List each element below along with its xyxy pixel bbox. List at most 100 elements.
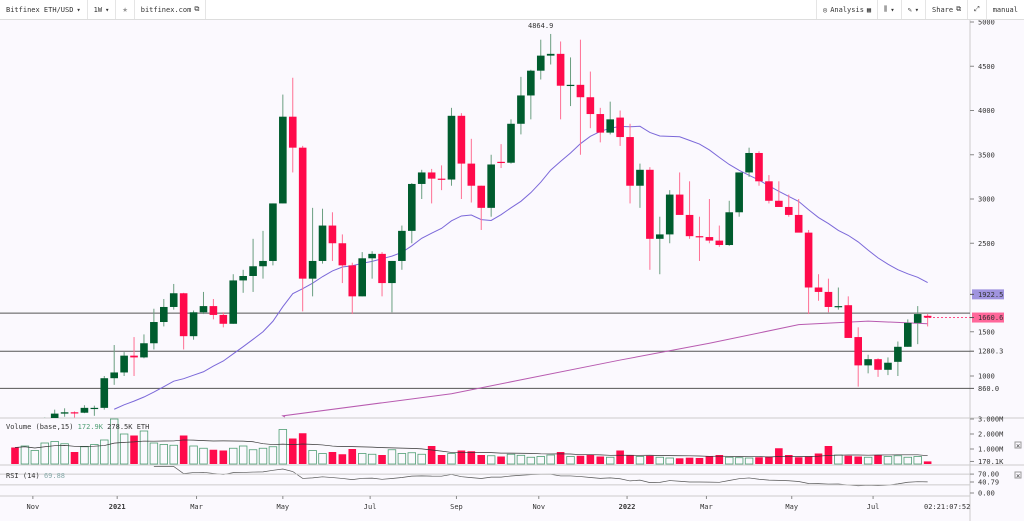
external-link-icon: ⧉ — [194, 5, 200, 13]
candle-down — [685, 214, 694, 237]
volume-bar-up — [883, 456, 893, 465]
volume-bar-down — [556, 452, 565, 464]
volume-bar-up — [278, 429, 288, 465]
volume-bar-up — [725, 456, 734, 465]
volume-bar-down — [675, 458, 684, 464]
volume-tick-label: 1.000M — [978, 446, 1003, 454]
volume-bar-up — [397, 453, 407, 465]
fullscreen-button[interactable]: ⤢ — [967, 0, 986, 19]
interval-selector[interactable]: 1W ▾ — [88, 0, 117, 19]
candle-up — [398, 230, 406, 261]
analysis-button[interactable]: ◎ Analysis ▦ — [815, 0, 877, 19]
price-axis[interactable]: 5000 4500 4000 3500 3000 2500 1500 1000 1922.5 16… — [970, 20, 1004, 393]
candle-down — [715, 240, 724, 246]
price-chart[interactable]: 5000 4500 4000 3500 3000 2500 1500 1000 1922.5 16… — [0, 20, 1024, 521]
volume-bar-up — [258, 447, 268, 465]
volume-bar-down — [378, 455, 386, 464]
candle-up — [884, 362, 892, 370]
draw-button[interactable]: ✎ ▾ — [900, 0, 925, 19]
volume-bar-up — [90, 444, 99, 465]
volume-bar-down — [576, 455, 585, 464]
candle-up — [368, 253, 376, 259]
candle-down — [814, 287, 823, 292]
candle-up — [636, 169, 644, 186]
candle-down — [457, 115, 466, 164]
user-menu[interactable]: manual — [985, 0, 1024, 19]
close-volume-pane-button[interactable]: × — [1014, 441, 1022, 450]
volume-bar-down — [705, 456, 714, 464]
price-level-badge — [972, 312, 1004, 323]
candle-down — [844, 305, 853, 338]
candle-down — [348, 265, 357, 297]
candle-up — [864, 359, 872, 366]
candle-down — [437, 178, 446, 180]
volume-bar-down — [457, 450, 466, 464]
source-link[interactable]: bitfinex.com ⧉ — [135, 0, 207, 19]
peak-label: 4864.9 — [528, 22, 553, 30]
volume-bar-down — [437, 455, 446, 464]
candle-up — [259, 260, 267, 267]
volume-bar-down — [874, 455, 882, 464]
volume-bar-up — [913, 456, 922, 465]
candle-down — [497, 161, 505, 164]
candle-down — [794, 214, 803, 233]
star-icon: ★ — [122, 4, 128, 15]
volume-bar-down — [844, 455, 853, 464]
candle-down — [288, 116, 297, 148]
time-tick-label: 2021 — [109, 503, 126, 511]
favorite-button[interactable]: ★ — [116, 0, 135, 19]
volume-bar-down — [209, 449, 218, 464]
volume-bar-up — [744, 457, 754, 465]
volume-bar-down — [11, 447, 19, 464]
volume-tick-label: 2.000M — [978, 431, 1003, 439]
interval-label: 1W — [93, 5, 103, 14]
volume-bar-down — [854, 456, 862, 464]
volume-bar-up — [169, 444, 178, 465]
volume-bar-up — [834, 454, 843, 465]
candle-up — [269, 203, 277, 261]
rsi-line — [153, 466, 928, 487]
price-level-badge — [972, 289, 1004, 300]
volume-tick-label: 3.000M — [978, 416, 1003, 424]
volume-bar-down — [348, 449, 357, 464]
username: manual — [992, 5, 1018, 14]
share-button[interactable]: Share ⧉ — [925, 0, 967, 19]
candle-up — [189, 312, 198, 337]
volume-bar-down — [755, 457, 763, 464]
chart-type-button[interactable]: ⫼ ▾ — [877, 0, 900, 19]
symbol-selector[interactable]: Bitfinex ETH/USD ▾ — [0, 0, 88, 19]
time-tick-label: May — [277, 503, 290, 511]
candle-down — [298, 147, 307, 279]
candle-up — [60, 412, 69, 414]
close-icon: × — [1016, 442, 1020, 450]
time-tick-label: May — [785, 503, 798, 511]
price-tick-label: 4000 — [978, 107, 995, 115]
candle-up — [487, 164, 495, 208]
volume-bar-down — [775, 448, 783, 464]
time-tick-label: 2022 — [619, 503, 636, 511]
candle-down — [765, 181, 773, 201]
candle-up — [308, 260, 317, 279]
price-tick-label: 4500 — [978, 63, 995, 71]
candle-down — [596, 114, 605, 133]
close-rsi-pane-button[interactable]: × — [1014, 471, 1022, 480]
candle-down — [427, 172, 436, 179]
candle-down — [328, 225, 337, 244]
volume-bar-up — [447, 453, 456, 465]
candle-down — [338, 243, 347, 266]
candle-up — [358, 258, 366, 297]
grid-icon: ▦ — [866, 5, 872, 14]
candle-down — [576, 84, 585, 98]
candle-up — [279, 116, 287, 204]
candle-up — [656, 234, 664, 239]
volume-bar-down — [219, 450, 228, 464]
volume-bar-up — [863, 456, 873, 465]
candle-up — [239, 275, 247, 281]
candle-down — [130, 355, 138, 358]
time-axis[interactable]: Nov 2021 Mar May Jul Sep Nov 2022 Mar May Jul — [27, 496, 880, 511]
candle-down — [784, 206, 793, 215]
volume-bar-up — [665, 457, 674, 465]
candle-down — [209, 306, 218, 315]
candle-down — [586, 97, 595, 115]
candle-down — [854, 337, 862, 366]
